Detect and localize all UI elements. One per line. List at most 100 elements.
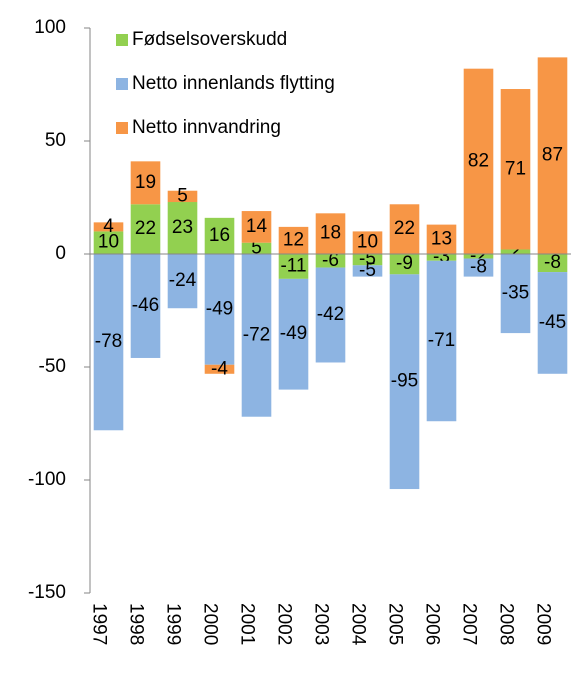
bar-segment [537, 57, 568, 254]
bar-segment [426, 224, 457, 254]
value-label: -42 [317, 304, 344, 325]
x-tick-label: 2005 [384, 603, 405, 645]
x-tick-label: 2009 [532, 603, 553, 645]
bar-segment [500, 254, 531, 334]
value-label: 23 [172, 217, 193, 238]
legend-label: Netto innenlands flytting [132, 73, 335, 94]
bar-segment [315, 254, 346, 268]
bar-segment [500, 249, 531, 254]
value-label: -95 [391, 371, 418, 392]
value-label: -4 [211, 358, 228, 379]
bar-segment [352, 231, 383, 254]
value-label: 2 [510, 241, 521, 262]
bar-segment [389, 274, 420, 490]
bar-segment [93, 222, 124, 232]
value-label: -72 [243, 324, 270, 345]
bar-segment [93, 254, 124, 431]
value-label: -35 [502, 283, 529, 304]
value-label: 10 [98, 232, 119, 253]
value-label: 19 [135, 172, 156, 193]
bar-segment [389, 204, 420, 254]
bar-segment [278, 226, 309, 254]
bar-segment [278, 278, 309, 390]
value-label: -78 [95, 331, 122, 352]
bar-segment [204, 364, 235, 374]
bar-segment [204, 217, 235, 254]
bar-segment [426, 260, 457, 422]
x-tick-label: 1998 [125, 603, 146, 645]
bar-segment [278, 254, 309, 279]
x-tick-label: 2008 [495, 603, 516, 645]
bar-segment [537, 254, 568, 273]
x-tick-label: 1997 [88, 603, 109, 645]
value-label: -8 [544, 252, 561, 273]
x-tick-label: 2001 [236, 603, 257, 645]
bar-segment [167, 254, 198, 309]
bar-segment [500, 89, 531, 250]
value-label: -46 [132, 295, 159, 316]
bar-segment [537, 272, 568, 374]
bar-segment [315, 267, 346, 363]
value-label: 5 [251, 237, 262, 258]
y-tick-label: 100 [34, 17, 66, 38]
legend-label: Fødselsoverskudd [132, 29, 287, 50]
value-label: 87 [542, 145, 563, 166]
bar-segment [130, 254, 161, 358]
bar-segment [241, 242, 272, 254]
value-label: -45 [539, 312, 566, 333]
value-label: -8 [470, 257, 487, 278]
bar-segment [167, 190, 198, 203]
value-label: -9 [396, 253, 413, 274]
value-label: -11 [280, 255, 306, 276]
bar-segment [463, 258, 494, 277]
y-tick-label: -150 [28, 582, 66, 603]
legend-swatch [116, 34, 128, 46]
bar-segment [130, 204, 161, 254]
value-label: 14 [246, 216, 268, 237]
value-label: 13 [431, 228, 452, 249]
legend-swatch [116, 122, 128, 134]
bar-segment [167, 202, 198, 254]
value-label: 4 [103, 216, 114, 237]
legend-label: Netto innvandring [132, 117, 281, 138]
x-tick-label: 2006 [421, 603, 442, 645]
value-label: 82 [468, 150, 489, 171]
x-tick-label: 2004 [347, 603, 368, 646]
legend-swatch [116, 78, 128, 90]
value-label: -6 [322, 250, 339, 271]
value-label: -24 [169, 270, 197, 291]
y-tick-label: -50 [39, 356, 66, 377]
x-tick-label: 2007 [458, 603, 479, 645]
y-tick-label: 50 [45, 130, 66, 151]
bar-segment [204, 254, 235, 365]
bar-segment [315, 213, 346, 254]
value-label: -49 [280, 323, 307, 344]
bar-segment [463, 254, 494, 259]
bar-segment [352, 254, 383, 266]
value-label: -49 [206, 298, 233, 319]
value-label: 5 [177, 185, 188, 206]
bar-segment [463, 68, 494, 255]
bar-segment [352, 265, 383, 277]
x-tick-label: 2002 [273, 603, 294, 645]
bar-segment [426, 254, 457, 261]
bar-segment [241, 211, 272, 243]
value-label: 22 [394, 218, 415, 239]
value-label: 22 [135, 218, 156, 239]
x-tick-label: 2000 [199, 603, 220, 645]
x-tick-label: 2003 [310, 603, 331, 645]
value-label: 10 [357, 232, 378, 253]
y-tick-label: -100 [28, 469, 66, 490]
bar-segment [93, 231, 124, 254]
value-label: -71 [428, 330, 455, 351]
x-tick-label: 1999 [162, 603, 183, 645]
bar-segment [130, 161, 161, 205]
bar-segment [389, 254, 420, 275]
value-label: -5 [359, 260, 376, 281]
value-label: 12 [283, 229, 304, 250]
value-label: 16 [209, 225, 230, 246]
value-label: 18 [320, 223, 341, 244]
value-label: 71 [505, 158, 526, 179]
y-tick-label: 0 [55, 243, 66, 264]
